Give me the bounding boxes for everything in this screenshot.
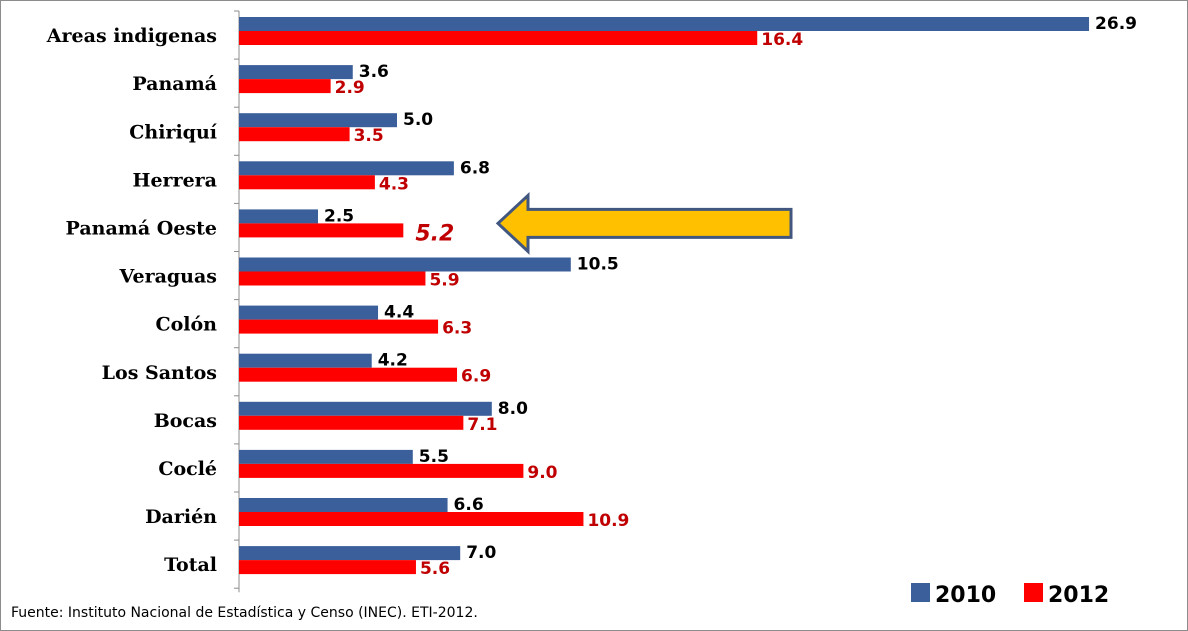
category-label: Herrera [133, 169, 217, 191]
bar-2010 [239, 546, 461, 561]
bar-2010 [239, 305, 379, 320]
bar-2012 [239, 560, 416, 575]
bar-2012 [239, 223, 404, 238]
bar-2012 [239, 79, 331, 94]
bar-2012 [239, 512, 584, 526]
legend: 2010 2012 [911, 583, 1109, 608]
data-label-2010: 26.9 [1095, 14, 1137, 34]
bar-2012 [239, 319, 439, 334]
data-label-2012: 4.3 [379, 174, 409, 194]
bar-2010 [239, 161, 454, 176]
axis-layer [234, 10, 240, 593]
category-label: Panamá Oeste [66, 217, 217, 239]
data-label-2012: 5.2 [415, 221, 454, 246]
bar-2012 [239, 31, 758, 45]
labels-layer: Areas indigenas 26.9 16.4 Panamá 3.62.9 Chiri… [46, 14, 1137, 579]
legend-swatch-2010 [911, 583, 930, 602]
data-label-2012: 9.0 [527, 463, 557, 483]
highlight-arrow-layer [495, 191, 793, 255]
data-label-2010: 2.5 [324, 206, 354, 226]
data-label-2010: 6.6 [454, 495, 484, 515]
category-label: Areas indigenas [46, 25, 217, 47]
data-label-2012: 16.4 [761, 30, 803, 50]
data-label-2012: 5.6 [420, 559, 450, 579]
bar-2010 [239, 17, 1090, 31]
legend-swatch-2012 [1024, 583, 1043, 602]
bar-2012 [239, 463, 524, 478]
data-label-2010: 10.5 [577, 255, 619, 275]
category-label: Colón [156, 314, 218, 336]
data-label-2010: 4.2 [378, 351, 408, 371]
data-label-2010: 8.0 [498, 399, 528, 419]
bar-2010 [239, 449, 413, 464]
data-label-2012: 10.9 [587, 511, 629, 531]
bar-2010 [239, 113, 397, 128]
bar-2010 [239, 498, 448, 512]
legend-label-2012: 2012 [1048, 583, 1109, 608]
data-label-2010: 6.8 [460, 158, 490, 178]
bars-layer [239, 17, 1090, 575]
bar-2012 [239, 175, 375, 190]
category-label: Chiriquí [129, 121, 217, 143]
data-label-2010: 7.0 [466, 543, 496, 563]
legend-label-2010: 2010 [935, 583, 996, 608]
bar-2010 [239, 257, 571, 272]
category-label: Coclé [158, 458, 217, 480]
highlight-arrow [495, 191, 793, 255]
data-label-2012: 6.9 [461, 367, 491, 387]
data-label-2012: 5.9 [429, 271, 459, 291]
bar-2012 [239, 127, 350, 142]
bar-2010 [239, 209, 318, 224]
category-label: Darién [145, 506, 217, 528]
category-label: Panamá [132, 73, 217, 95]
data-label-2010: 3.6 [359, 62, 389, 82]
category-label: Bocas [154, 410, 217, 432]
source-note: Fuente: Instituto Nacional de Estadístic… [11, 605, 478, 621]
category-label: Los Santos [102, 362, 217, 384]
category-label: Veraguas [118, 266, 217, 288]
data-label-2012: 7.1 [467, 415, 497, 435]
category-label: Total [164, 554, 217, 576]
bar-2010 [239, 401, 492, 416]
data-label-2012: 2.9 [335, 78, 365, 98]
data-label-2012: 6.3 [442, 319, 472, 339]
data-label-2010: 4.4 [384, 303, 414, 323]
bar-2012 [239, 415, 464, 430]
bar-2012 [239, 367, 458, 382]
data-label-2010: 5.5 [419, 447, 449, 467]
data-label-2010: 5.0 [403, 110, 433, 130]
data-label-2012: 3.5 [354, 126, 384, 146]
bar-2012 [239, 271, 426, 286]
bar-2010 [239, 65, 353, 80]
bar-2010 [239, 353, 372, 368]
